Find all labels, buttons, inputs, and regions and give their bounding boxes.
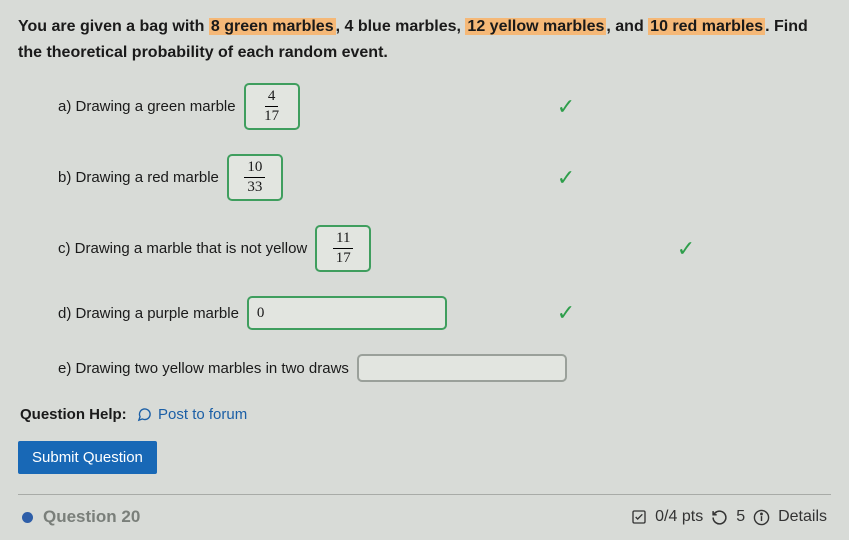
denominator: 17: [261, 107, 282, 124]
part-b-answer[interactable]: 10 33: [227, 154, 283, 201]
highlight-yellow: 12 yellow marbles: [465, 18, 606, 35]
part-a: a) Drawing a green marble 4 17 ✓: [58, 83, 831, 130]
highlight-red: 10 red marbles: [648, 18, 765, 35]
submit-question-button[interactable]: Submit Question: [18, 441, 157, 474]
question-number: Question 20: [43, 507, 140, 527]
part-e: e) Drawing two yellow marbles in two dra…: [58, 354, 831, 382]
stem-text: , 4 blue marbles,: [336, 18, 466, 35]
numerator: 10: [244, 160, 265, 178]
part-e-label: e) Drawing two yellow marbles in two dra…: [58, 360, 349, 377]
footer: Question 20 0/4 pts 5 Details: [18, 507, 831, 527]
part-a-answer[interactable]: 4 17: [244, 83, 300, 130]
check-icon: ✓: [554, 94, 578, 120]
score-icon: [631, 509, 647, 525]
denominator: 33: [244, 178, 265, 195]
question-stem: You are given a bag with 8 green marbles…: [18, 14, 831, 65]
stem-text: You are given a bag with: [18, 18, 209, 35]
attempts-text: 5: [736, 508, 745, 526]
part-b: b) Drawing a red marble 10 33 ✓: [58, 154, 831, 201]
part-c: c) Drawing a marble that is not yellow 1…: [58, 225, 831, 272]
stem-text: , and: [606, 18, 648, 35]
part-c-label: c) Drawing a marble that is not yellow: [58, 240, 307, 257]
help-label: Question Help:: [20, 406, 127, 423]
part-d-answer[interactable]: 0: [247, 296, 447, 330]
post-to-forum-link[interactable]: Post to forum: [158, 406, 247, 423]
numerator: 4: [265, 89, 279, 107]
parts-container: a) Drawing a green marble 4 17 ✓ b) Draw…: [18, 83, 831, 382]
fraction: 4 17: [261, 89, 282, 124]
highlight-green: 8 green marbles: [209, 18, 336, 35]
score-text: 0/4 pts: [655, 508, 703, 526]
fraction: 11 17: [333, 231, 354, 266]
part-a-label: a) Drawing a green marble: [58, 98, 236, 115]
part-d-label: d) Drawing a purple marble: [58, 305, 239, 322]
part-e-answer[interactable]: [357, 354, 567, 382]
chat-icon: [137, 407, 152, 420]
fraction: 10 33: [244, 160, 265, 195]
retry-icon: [711, 509, 728, 526]
numerator: 11: [333, 231, 353, 249]
part-d-value: 0: [257, 305, 265, 322]
footer-right: 0/4 pts 5 Details: [631, 508, 827, 526]
question-help: Question Help: Post to forum: [18, 406, 831, 423]
check-icon: ✓: [674, 236, 698, 262]
part-d: d) Drawing a purple marble 0 ✓: [58, 296, 831, 330]
check-icon: ✓: [554, 300, 578, 326]
denominator: 17: [333, 249, 354, 266]
part-c-answer[interactable]: 11 17: [315, 225, 371, 272]
divider: [18, 494, 831, 495]
part-b-label: b) Drawing a red marble: [58, 169, 219, 186]
check-icon: ✓: [554, 165, 578, 191]
question-dot-icon: [22, 512, 33, 523]
info-icon: [753, 509, 770, 526]
details-link[interactable]: Details: [778, 508, 827, 526]
